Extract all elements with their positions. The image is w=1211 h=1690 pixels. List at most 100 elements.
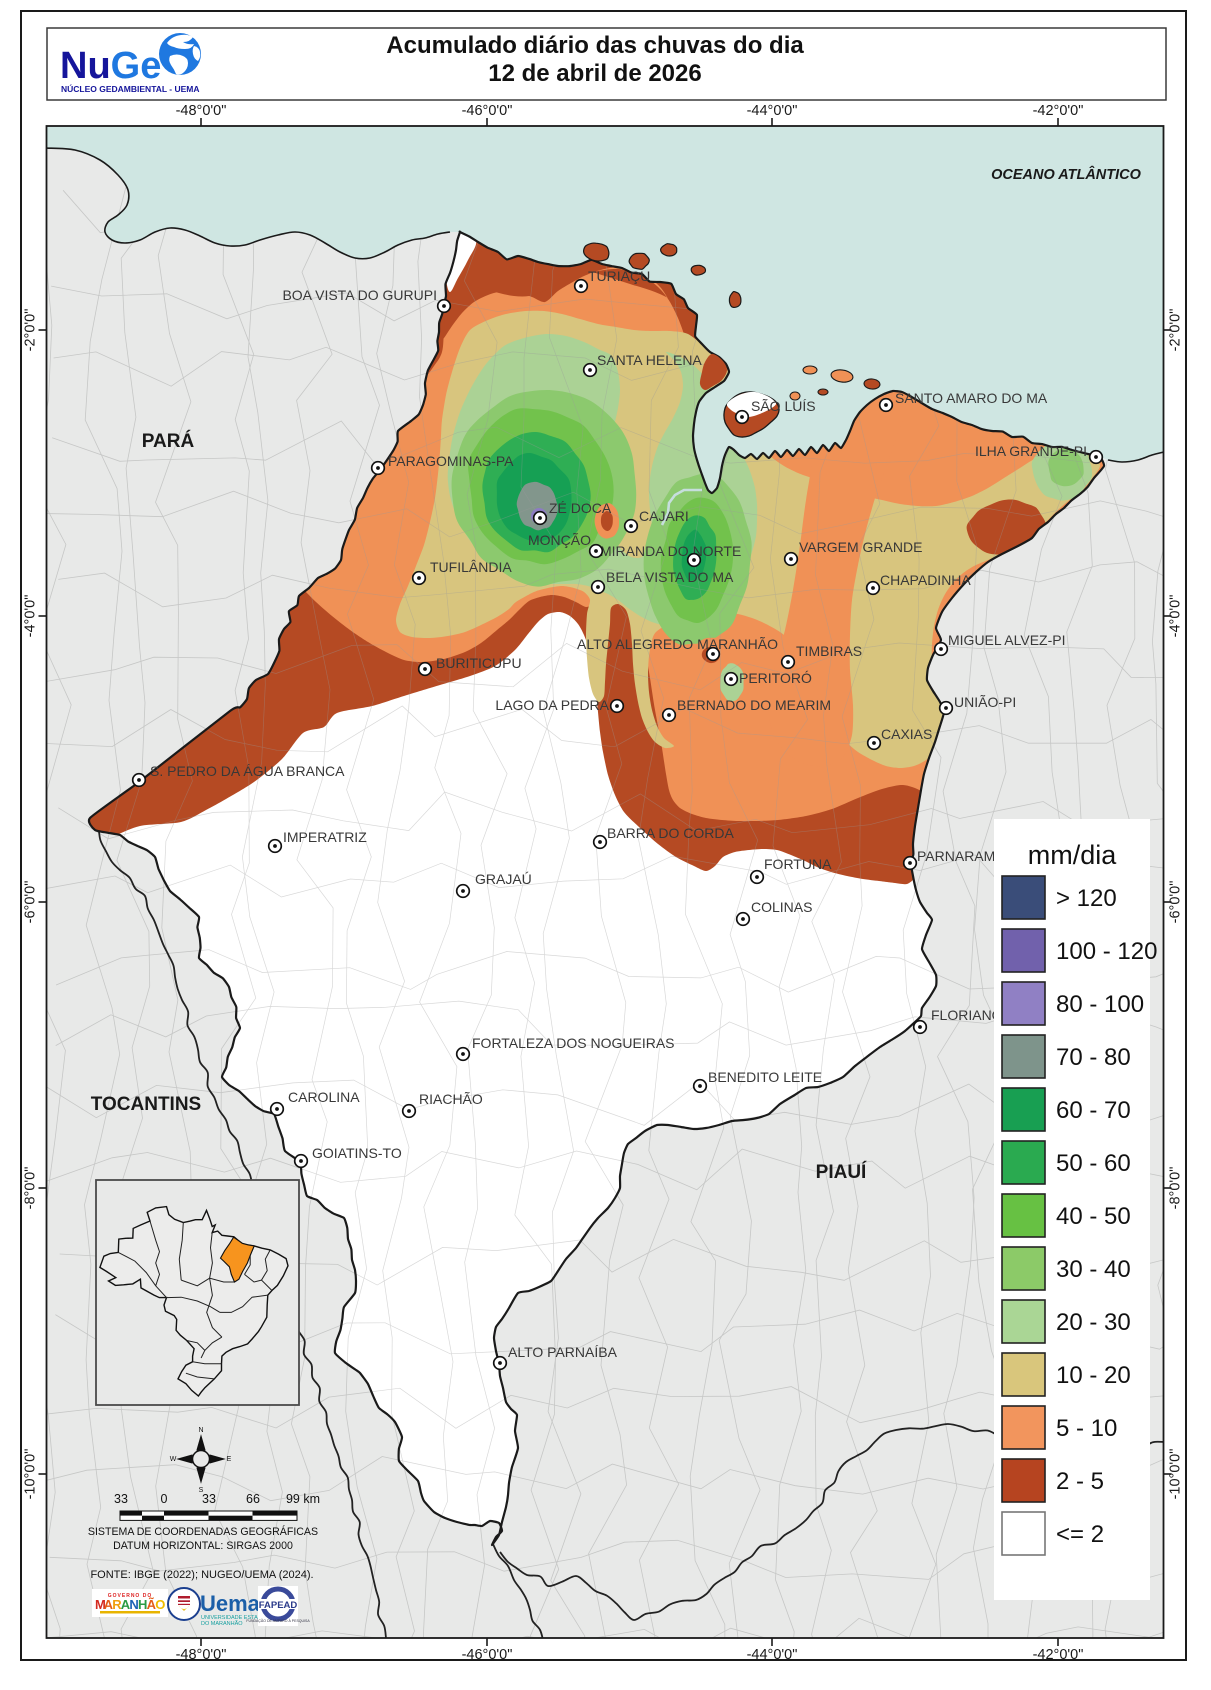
svg-text:70 - 80: 70 - 80 (1056, 1044, 1131, 1071)
svg-text:COLINAS: COLINAS (751, 899, 812, 915)
svg-text:FAPEAD: FAPEAD (259, 1600, 298, 1611)
svg-text:CAXIAS: CAXIAS (881, 726, 932, 742)
svg-text:-6°0'0": -6°0'0" (1168, 881, 1184, 924)
svg-text:-2°0'0": -2°0'0" (23, 309, 39, 352)
svg-text:> 120: > 120 (1056, 885, 1117, 912)
svg-text:CHAPADINHA: CHAPADINHA (880, 572, 971, 588)
svg-text:Acumulado diário das chuvas do: Acumulado diário das chuvas do dia (386, 32, 804, 59)
svg-text:SANTA HELENA: SANTA HELENA (597, 352, 702, 368)
svg-text:IMPERATRIZ: IMPERATRIZ (283, 829, 367, 845)
svg-text:SISTEMA DE COORDENADAS GEOGRÁF: SISTEMA DE COORDENADAS GEOGRÁFICAS (88, 1525, 318, 1538)
svg-text:10 - 20: 10 - 20 (1056, 1362, 1131, 1389)
svg-text:ALTO ALEGREDO MARANHÃO: ALTO ALEGREDO MARANHÃO (577, 636, 778, 652)
svg-text:-10°0'0": -10°0'0" (1168, 1449, 1184, 1500)
svg-text:FUNDAÇÃO DE AMPARO À PESQUISA: FUNDAÇÃO DE AMPARO À PESQUISA (246, 1618, 310, 1623)
svg-text:-8°0'0": -8°0'0" (23, 1167, 39, 1210)
svg-text:66: 66 (246, 1492, 260, 1506)
svg-text:CAJARI: CAJARI (639, 508, 689, 524)
svg-text:-42°0'0": -42°0'0" (1033, 103, 1084, 119)
svg-text:-44°0'0": -44°0'0" (747, 103, 798, 119)
svg-text:ILHA GRANDE-PI: ILHA GRANDE-PI (975, 443, 1087, 459)
svg-text:-4°0'0": -4°0'0" (23, 595, 39, 638)
svg-text:DO MARANHÃO: DO MARANHÃO (201, 1620, 243, 1627)
svg-text:A: A (104, 1597, 114, 1612)
svg-text:RIACHÃO: RIACHÃO (419, 1091, 483, 1107)
svg-text:-46°0'0": -46°0'0" (462, 1647, 513, 1663)
svg-text:E: E (227, 1456, 232, 1463)
svg-text:20 - 30: 20 - 30 (1056, 1309, 1131, 1336)
svg-text:VARGEM GRANDE: VARGEM GRANDE (799, 539, 922, 555)
svg-text:OCEANO ATLÂNTICO: OCEANO ATLÂNTICO (991, 165, 1142, 183)
svg-text:Uema: Uema (200, 1591, 261, 1616)
svg-text:UNIVERSIDADE ESTADUAL: UNIVERSIDADE ESTADUAL (201, 1615, 272, 1621)
svg-text:-10°0'0": -10°0'0" (23, 1449, 39, 1500)
svg-text:BURITICUPU: BURITICUPU (436, 655, 522, 671)
svg-text:FONTE: IBGE (2022); NUGEO/UEMA: FONTE: IBGE (2022); NUGEO/UEMA (2024). (90, 1569, 313, 1581)
svg-text:33: 33 (202, 1492, 216, 1506)
svg-text:-8°0'0": -8°0'0" (1168, 1167, 1184, 1210)
svg-text:FORTALEZA DOS NOGUEIRAS: FORTALEZA DOS NOGUEIRAS (472, 1035, 675, 1051)
svg-text:30 - 40: 30 - 40 (1056, 1256, 1131, 1283)
svg-text:S. PEDRO DA ÁGUA BRANCA: S. PEDRO DA ÁGUA BRANCA (150, 763, 345, 779)
svg-text:5 - 10: 5 - 10 (1056, 1415, 1117, 1442)
svg-text:-6°0'0": -6°0'0" (23, 881, 39, 924)
svg-text:TURIAÇU: TURIAÇU (588, 268, 650, 284)
svg-text:N: N (129, 1597, 138, 1612)
svg-text:SANTO AMARO DO MA: SANTO AMARO DO MA (895, 390, 1048, 406)
svg-text:40 - 50: 40 - 50 (1056, 1203, 1131, 1230)
svg-text:BELA VISTA DO MA: BELA VISTA DO MA (606, 569, 734, 585)
svg-text:BOA VISTA DO GURUPI: BOA VISTA DO GURUPI (282, 287, 437, 303)
svg-text:ALTO PARNAÍBA: ALTO PARNAÍBA (508, 1344, 618, 1360)
svg-text:BARRA DO CORDA: BARRA DO CORDA (607, 825, 734, 841)
svg-text:<= 2: <= 2 (1056, 1521, 1104, 1548)
svg-text:NÚCLEO GEDAMBIENTAL - UEMA: NÚCLEO GEDAMBIENTAL - UEMA (61, 83, 200, 94)
svg-text:ZÉ DOCA: ZÉ DOCA (549, 500, 612, 516)
svg-text:O: O (155, 1597, 165, 1612)
svg-text:33: 33 (114, 1492, 128, 1506)
svg-text:mm/dia: mm/dia (1028, 840, 1117, 870)
svg-text:-2°0'0": -2°0'0" (1168, 309, 1184, 352)
svg-text:GRAJAÚ: GRAJAÚ (475, 871, 532, 887)
svg-text:-48°0'0": -48°0'0" (176, 1647, 227, 1663)
svg-text:NuGe: NuGe (60, 45, 161, 87)
svg-text:LAGO DA PEDRA: LAGO DA PEDRA (495, 697, 609, 713)
svg-text:UNIÃO-PI: UNIÃO-PI (954, 694, 1016, 710)
svg-text:CAROLINA: CAROLINA (288, 1089, 360, 1105)
svg-text:-4°0'0": -4°0'0" (1168, 595, 1184, 638)
svg-text:R: R (112, 1597, 122, 1612)
svg-text:M: M (95, 1597, 106, 1612)
svg-text:S: S (199, 1487, 204, 1494)
svg-text:12 de abril de 2026: 12 de abril de 2026 (488, 60, 701, 87)
svg-text:H: H (138, 1597, 147, 1612)
svg-text:60 - 70: 60 - 70 (1056, 1097, 1131, 1124)
svg-text:100 - 120: 100 - 120 (1056, 938, 1157, 965)
svg-text:TOCANTINS: TOCANTINS (91, 1094, 201, 1115)
svg-text:TIMBIRAS: TIMBIRAS (796, 643, 862, 659)
svg-text:PARÁ: PARÁ (142, 430, 195, 452)
svg-text:-46°0'0": -46°0'0" (462, 103, 513, 119)
svg-text:PARAGOMINAS-PA: PARAGOMINAS-PA (388, 453, 514, 469)
svg-text:BENEDITO LEITE: BENEDITO LEITE (708, 1069, 822, 1085)
svg-text:PIAUÍ: PIAUÍ (816, 1161, 867, 1183)
svg-text:80 - 100: 80 - 100 (1056, 991, 1144, 1018)
svg-text:-44°0'0": -44°0'0" (747, 1647, 798, 1663)
svg-text:50 - 60: 50 - 60 (1056, 1150, 1131, 1177)
svg-text:MONÇÃO: MONÇÃO (528, 532, 591, 548)
svg-text:99 km: 99 km (286, 1492, 320, 1506)
svg-text:PARNARAMA: PARNARAMA (917, 848, 1005, 864)
svg-text:2 - 5: 2 - 5 (1056, 1468, 1104, 1495)
svg-text:MIRANDA DO NORTE: MIRANDA DO NORTE (600, 543, 741, 559)
svg-text:0: 0 (161, 1492, 168, 1506)
svg-text:SÃO LUÍS: SÃO LUÍS (751, 398, 816, 414)
svg-text:FLORIANO: FLORIANO (931, 1007, 1003, 1023)
svg-text:FORTUNA: FORTUNA (764, 856, 832, 872)
svg-text:-42°0'0": -42°0'0" (1033, 1647, 1084, 1663)
svg-text:BERNADO DO MEARIM: BERNADO DO MEARIM (677, 697, 831, 713)
svg-text:TUFILÂNDIA: TUFILÂNDIA (430, 559, 512, 575)
svg-text:MIGUEL ALVEZ-PI: MIGUEL ALVEZ-PI (948, 632, 1065, 648)
svg-text:Ã: Ã (147, 1597, 157, 1612)
svg-text:GOVERNO DO: GOVERNO DO (108, 1593, 152, 1599)
svg-text:DATUM HORIZONTAL: SIRGAS 2000: DATUM HORIZONTAL: SIRGAS 2000 (113, 1540, 293, 1552)
svg-text:PERITORÓ: PERITORÓ (739, 670, 812, 686)
svg-text:N: N (198, 1427, 203, 1434)
